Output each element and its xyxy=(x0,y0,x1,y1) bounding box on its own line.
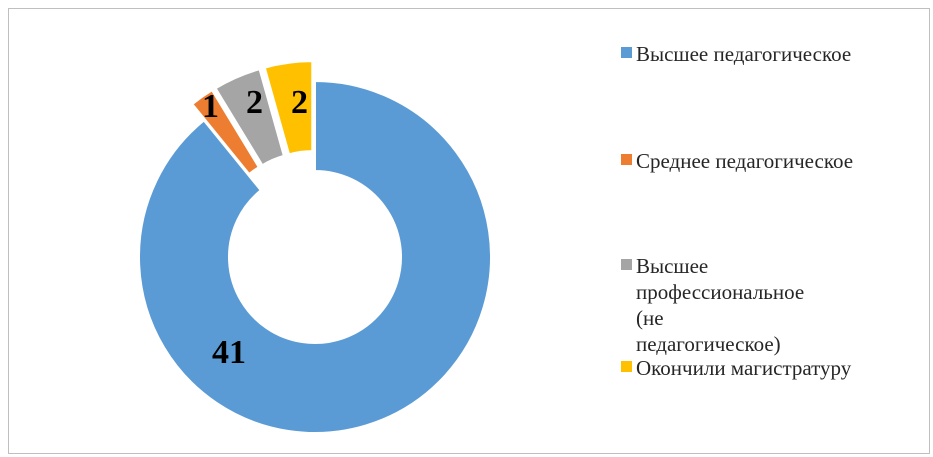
doughnut-slice xyxy=(263,60,314,156)
legend-item: Окончили магистратуру xyxy=(621,355,906,381)
legend-swatch xyxy=(621,154,632,165)
legend-swatch xyxy=(621,259,632,270)
chart-legend: Высшее педагогическое Среднее педагогиче… xyxy=(621,9,931,455)
doughnut-slice xyxy=(214,67,286,167)
legend-swatch xyxy=(621,361,632,372)
data-label: 2 xyxy=(291,84,308,121)
doughnut-slice xyxy=(138,79,492,434)
doughnut-slice xyxy=(190,88,261,176)
legend-item: Среднее педагогическое xyxy=(621,148,906,174)
legend-label: Среднее педагогическое xyxy=(636,149,854,173)
legend-item: Высшее педагогическое xyxy=(621,41,906,67)
data-label: 1 xyxy=(202,88,219,125)
legend-label: Высшее профессиональное (не педагогическ… xyxy=(636,254,805,356)
doughnut-chart: 411 2 2 xyxy=(138,60,492,434)
legend-label: Окончили магистратуру xyxy=(636,356,852,380)
data-label: 41 xyxy=(212,334,246,371)
data-label: 2 xyxy=(246,84,263,121)
legend-item: Высшее профессиональное (не педагогическ… xyxy=(621,253,806,357)
chart-area: 41 1 2 2 Высшее педагогическое Среднее педа… xyxy=(8,8,930,454)
legend-label: Высшее педагогическое xyxy=(636,42,852,66)
legend-swatch xyxy=(621,47,632,58)
